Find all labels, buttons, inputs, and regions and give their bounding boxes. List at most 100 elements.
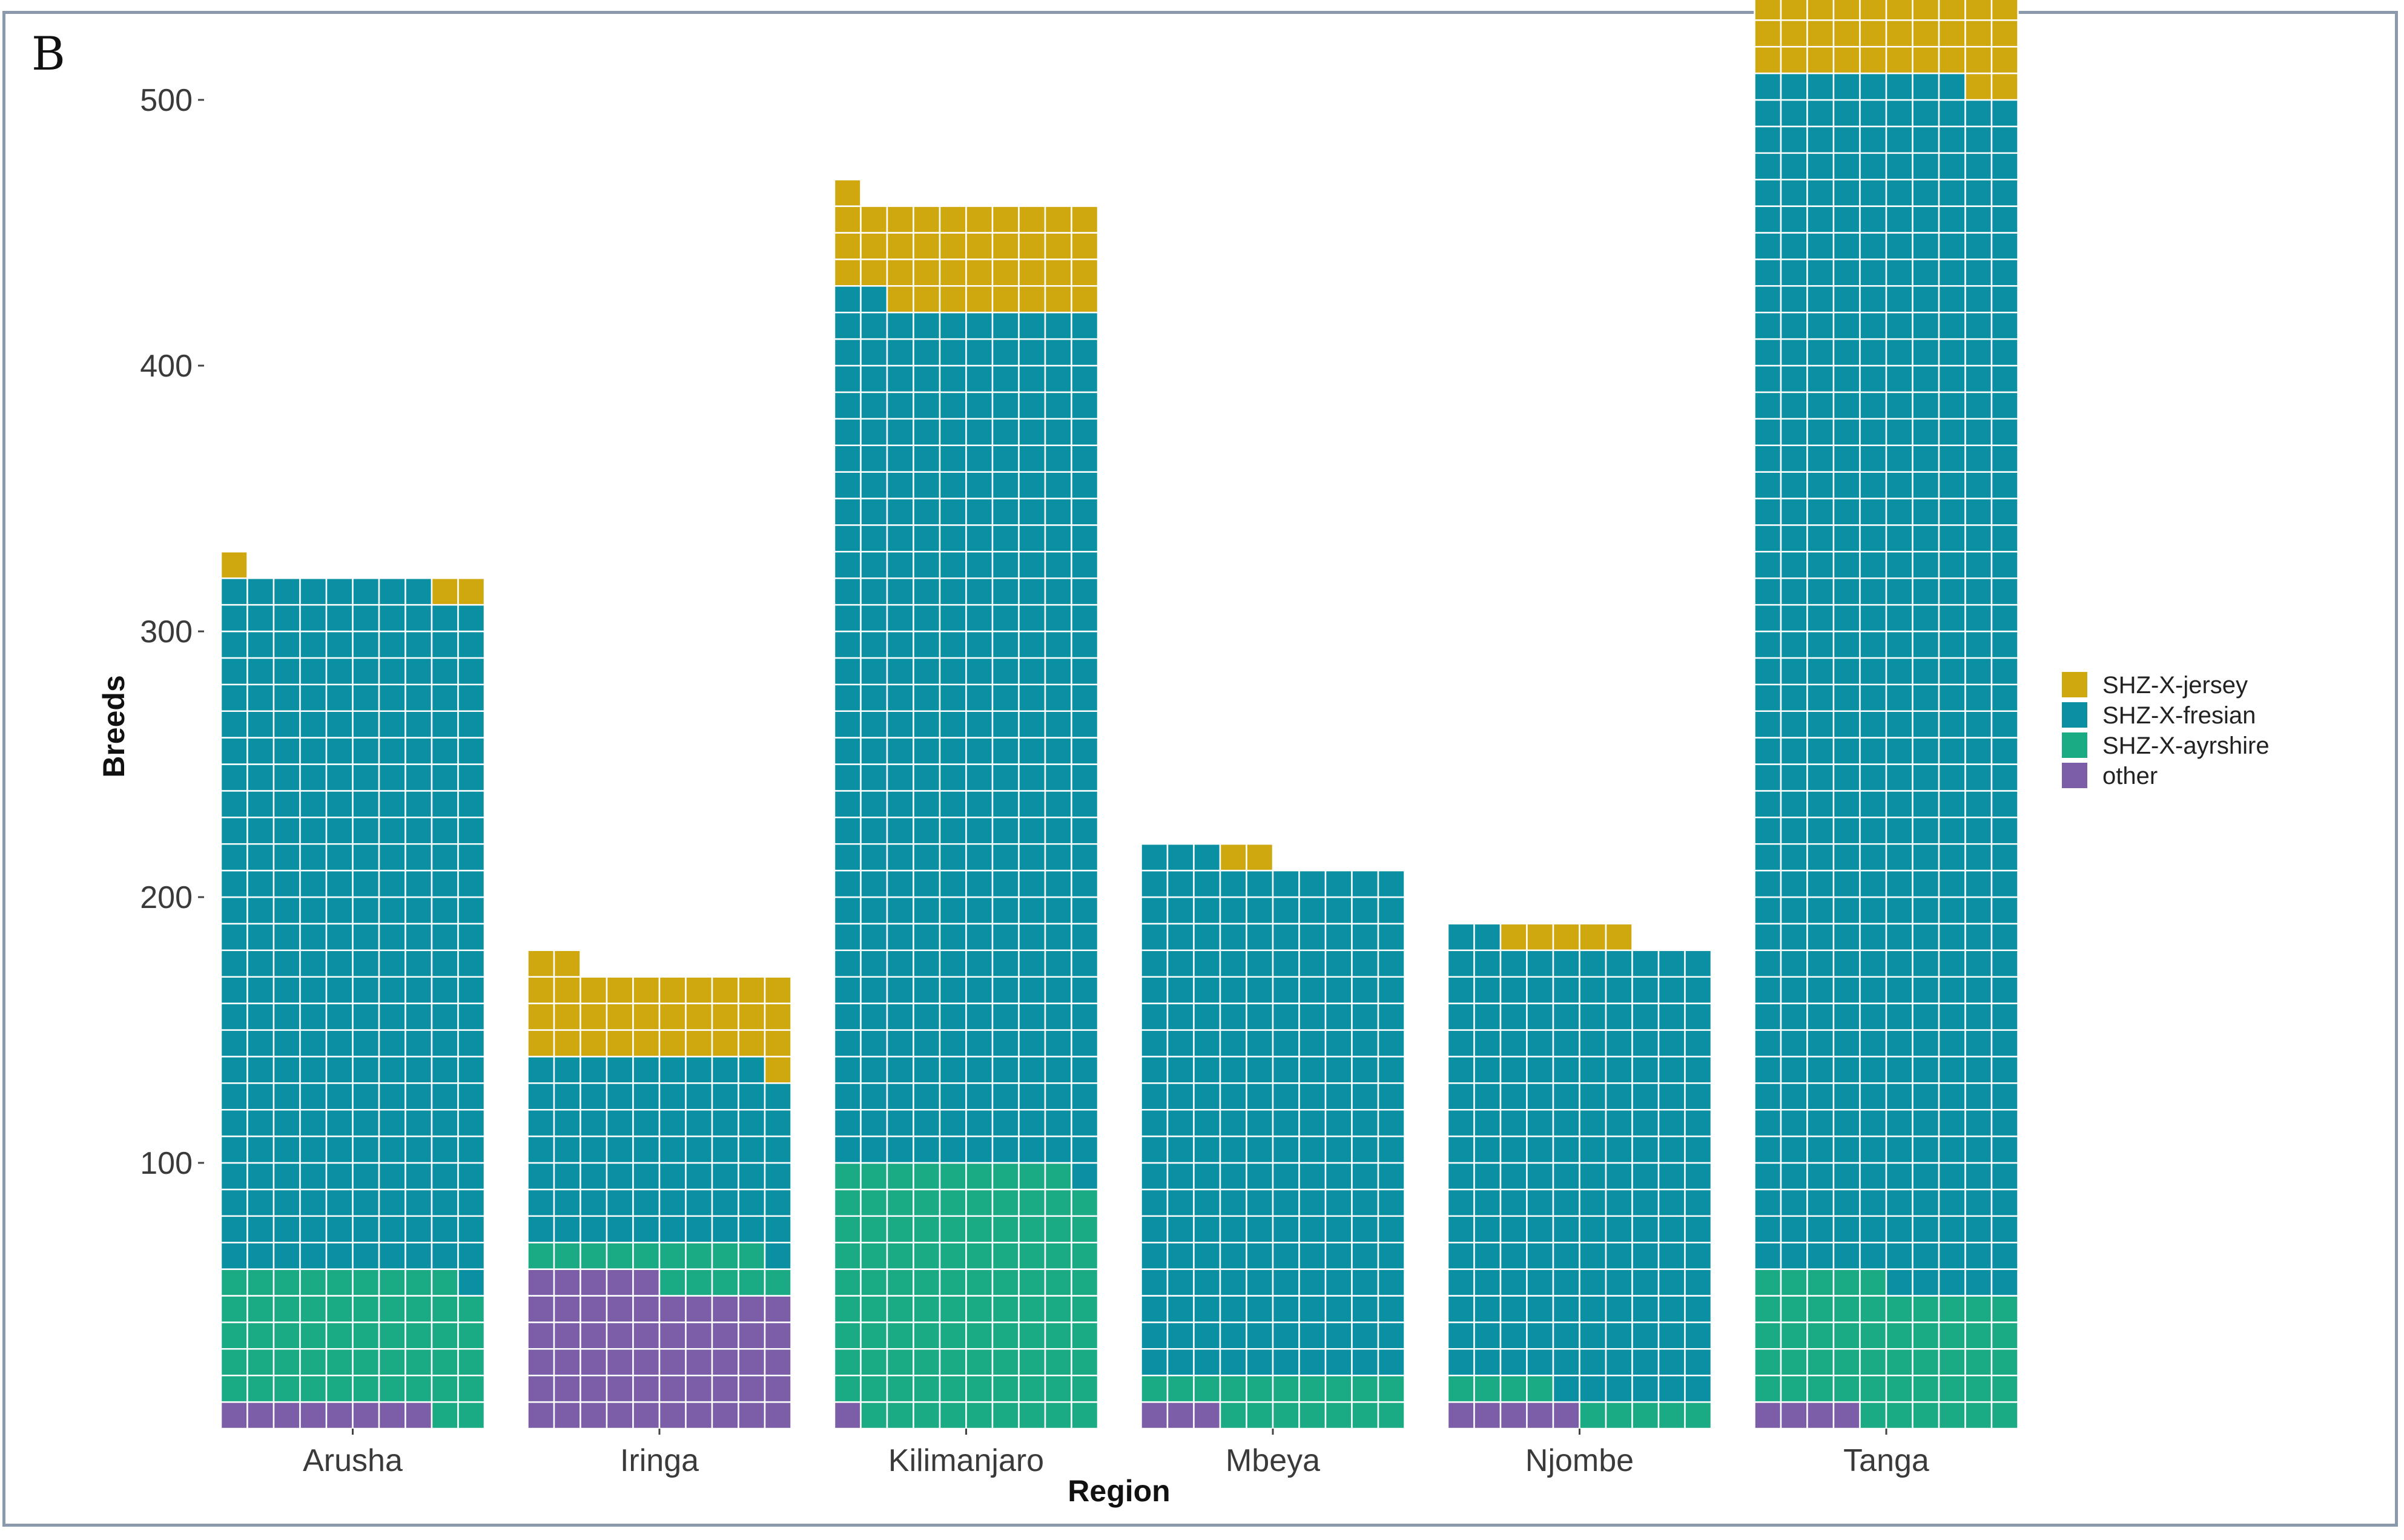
cell-shz-x-fresian <box>833 498 862 526</box>
cell-shz-x-ayrshire <box>431 1321 459 1350</box>
cell-shz-x-fresian <box>1938 869 1966 898</box>
cell-shz-x-fresian <box>220 1188 248 1217</box>
cell-shz-x-fresian <box>886 364 914 393</box>
cell-shz-x-ayrshire <box>913 1268 941 1297</box>
cell-shz-x-ayrshire <box>860 1215 888 1243</box>
cell-shz-x-jersey <box>833 179 862 207</box>
cell-shz-x-fresian <box>1912 1242 1940 1270</box>
cell-shz-x-fresian <box>1657 1374 1686 1403</box>
cell-shz-x-fresian <box>1780 577 1808 606</box>
cell-shz-x-fresian <box>405 923 433 952</box>
cell-shz-x-fresian <box>1552 1321 1580 1350</box>
cell-shz-x-fresian <box>991 790 1020 818</box>
cell-shz-x-fresian <box>1552 1082 1580 1111</box>
cell-shz-x-fresian <box>1912 683 1940 712</box>
cell-shz-x-fresian <box>220 1082 248 1111</box>
x-tick-label-kilimanjaro: Kilimanjaro <box>888 1443 1044 1478</box>
cell-shz-x-fresian <box>1964 285 1993 314</box>
cell-shz-x-fresian <box>1832 338 1861 367</box>
cell-shz-x-jersey <box>1885 45 1914 74</box>
cell-shz-x-fresian <box>939 976 967 1004</box>
cell-shz-x-fresian <box>1684 1215 1712 1243</box>
cell-shz-x-fresian <box>1885 630 1914 659</box>
cell-shz-x-fresian <box>1832 630 1861 659</box>
cell-shz-x-fresian <box>246 1082 275 1111</box>
cell-shz-x-fresian <box>1140 1082 1169 1111</box>
cell-shz-x-fresian <box>1832 843 1861 872</box>
cell-shz-x-fresian <box>1657 1082 1686 1111</box>
cell-shz-x-fresian <box>965 763 994 792</box>
cell-shz-x-fresian <box>1447 1056 1475 1084</box>
cell-shz-x-jersey <box>632 976 661 1004</box>
cell-shz-x-ayrshire <box>886 1401 914 1430</box>
cell-shz-x-ayrshire <box>965 1215 994 1243</box>
cell-shz-x-fresian <box>1526 1162 1554 1191</box>
cell-shz-x-fresian <box>1964 817 1993 845</box>
cell-shz-x-fresian <box>991 524 1020 553</box>
cell-shz-x-fresian <box>606 1135 634 1164</box>
cell-shz-x-fresian <box>991 976 1020 1004</box>
cell-shz-x-fresian <box>1832 604 1861 633</box>
cell-shz-x-fresian <box>1832 1002 1861 1031</box>
cell-shz-x-fresian <box>1832 1188 1861 1217</box>
cell-other <box>738 1374 766 1403</box>
cell-shz-x-jersey <box>606 1002 634 1031</box>
cell-shz-x-fresian <box>1447 1268 1475 1297</box>
cell-shz-x-fresian <box>1044 1108 1072 1137</box>
cell-shz-x-jersey <box>886 205 914 234</box>
cell-shz-x-fresian <box>1071 1002 1099 1031</box>
cell-shz-x-fresian <box>1219 869 1247 898</box>
cell-shz-x-fresian <box>1071 737 1099 765</box>
cell-shz-x-fresian <box>738 1215 766 1243</box>
cell-shz-x-jersey <box>1990 45 2019 74</box>
cell-shz-x-ayrshire <box>738 1242 766 1270</box>
cell-shz-x-fresian <box>965 444 994 473</box>
cell-shz-x-fresian <box>1246 1082 1274 1111</box>
cell-shz-x-fresian <box>1964 152 1993 180</box>
cell-shz-x-fresian <box>325 1215 354 1243</box>
cell-shz-x-jersey <box>1938 0 1966 21</box>
cell-shz-x-ayrshire <box>886 1348 914 1377</box>
cell-shz-x-fresian <box>1912 604 1940 633</box>
cell-shz-x-jersey <box>1938 19 1966 48</box>
cell-shz-x-fresian <box>220 976 248 1004</box>
cell-shz-x-fresian <box>1526 1135 1554 1164</box>
cell-shz-x-fresian <box>1071 391 1099 420</box>
cell-shz-x-fresian <box>1140 1242 1169 1270</box>
cell-shz-x-fresian <box>939 763 967 792</box>
cell-shz-x-fresian <box>1193 1268 1221 1297</box>
cell-shz-x-fresian <box>1938 683 1966 712</box>
cell-shz-x-fresian <box>378 790 406 818</box>
cell-shz-x-fresian <box>1832 737 1861 765</box>
cell-shz-x-fresian <box>1377 1056 1405 1084</box>
cell-shz-x-fresian <box>833 710 862 739</box>
cell-shz-x-fresian <box>965 1108 994 1137</box>
cell-shz-x-fresian <box>913 604 941 633</box>
cell-shz-x-fresian <box>299 896 328 925</box>
cell-shz-x-fresian <box>1473 1242 1502 1270</box>
cell-shz-x-fresian <box>1018 1082 1046 1111</box>
cell-shz-x-fresian <box>913 630 941 659</box>
cell-shz-x-fresian <box>352 1082 380 1111</box>
cell-shz-x-fresian <box>1324 1108 1353 1137</box>
cell-shz-x-fresian <box>658 1082 687 1111</box>
cell-shz-x-ayrshire <box>860 1295 888 1323</box>
cell-shz-x-fresian <box>580 1056 608 1084</box>
cell-shz-x-fresian <box>1246 949 1274 978</box>
cell-shz-x-fresian <box>913 1135 941 1164</box>
cell-shz-x-fresian <box>1298 949 1327 978</box>
cell-shz-x-fresian <box>405 949 433 978</box>
cell-shz-x-fresian <box>405 976 433 1004</box>
cell-shz-x-fresian <box>352 949 380 978</box>
cell-shz-x-jersey <box>580 1029 608 1058</box>
cell-shz-x-fresian <box>1912 524 1940 553</box>
cell-shz-x-fresian <box>1780 1135 1808 1164</box>
cell-shz-x-fresian <box>886 444 914 473</box>
cell-shz-x-fresian <box>1473 949 1502 978</box>
cell-shz-x-ayrshire <box>1964 1348 1993 1377</box>
cell-shz-x-fresian <box>1859 72 1887 101</box>
cell-shz-x-ayrshire <box>299 1374 328 1403</box>
cell-shz-x-fresian <box>965 604 994 633</box>
cell-shz-x-fresian <box>405 1082 433 1111</box>
cell-shz-x-fresian <box>1990 1135 2019 1164</box>
